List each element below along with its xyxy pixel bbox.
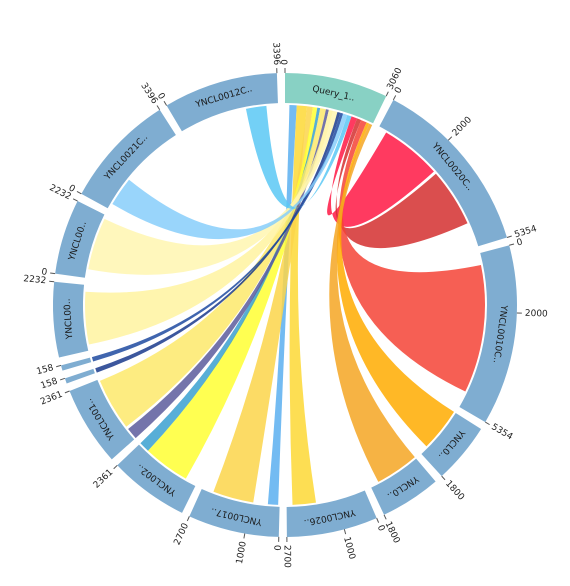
tick-mark <box>243 533 246 539</box>
tick-label: 2361 <box>92 468 115 491</box>
segment-arc <box>61 357 92 371</box>
ribbon <box>327 116 434 227</box>
segment-label: YNCL00.. <box>63 298 76 340</box>
tick-mark <box>113 464 118 470</box>
tick-label: 158 <box>36 363 55 377</box>
tick-mark <box>447 136 453 141</box>
tick-label: 1000 <box>341 536 357 561</box>
segment-arc <box>81 109 176 209</box>
tick-label: 3396 <box>270 42 281 66</box>
tick-label: 0 <box>41 267 48 278</box>
tick-label: 0 <box>155 91 167 101</box>
tick-mark <box>509 243 515 246</box>
tick-mark <box>506 235 512 238</box>
segment-arc <box>166 73 278 132</box>
tick-label: 0 <box>274 545 284 551</box>
tick-label: 2232 <box>23 274 47 286</box>
tick-mark <box>156 105 161 111</box>
ribbon <box>85 109 334 345</box>
segment-arc <box>371 458 436 515</box>
tick-mark <box>64 390 70 394</box>
tick-mark <box>485 421 490 426</box>
segment-arc <box>69 379 135 460</box>
ribbon <box>88 110 338 275</box>
tick-label: 2700 <box>281 545 291 568</box>
tick-label: 1000 <box>235 540 249 565</box>
tick-label: 0 <box>375 524 387 533</box>
segment-arc <box>379 99 507 247</box>
segment-arc <box>459 245 517 423</box>
tick-label: 5354 <box>489 422 514 442</box>
ribbon <box>147 106 318 479</box>
segment-arc <box>55 201 105 278</box>
tick-mark <box>383 514 387 520</box>
tick-label: 0 <box>281 59 291 65</box>
ribbon <box>338 120 486 392</box>
tick-mark <box>376 517 380 523</box>
segment-arc <box>189 489 280 537</box>
tick-mark <box>50 272 56 275</box>
tick-label: 2700 <box>173 522 192 547</box>
tick-mark <box>56 364 62 368</box>
tick-label: 158 <box>40 377 60 392</box>
tick-mark <box>59 377 66 381</box>
ribbon <box>335 118 468 249</box>
tick-mark <box>72 198 78 202</box>
ribbon <box>336 122 455 447</box>
tick-label: 1800 <box>382 520 401 545</box>
tick-label: 2361 <box>39 390 64 408</box>
tick-label: 0 <box>393 85 405 95</box>
tick-label: 2000 <box>525 309 549 320</box>
segment-arc <box>52 281 89 358</box>
tick-mark <box>441 475 446 481</box>
tick-label: 0 <box>67 183 77 195</box>
segment-arc <box>64 368 95 384</box>
ribbon <box>329 123 415 482</box>
ribbon <box>245 105 352 209</box>
tick-mark <box>385 91 389 97</box>
tick-label: 1800 <box>443 479 466 503</box>
segment-arc <box>117 444 196 513</box>
segment-arc <box>286 490 377 537</box>
tick-label: 3396 <box>138 81 159 106</box>
ribbon <box>99 108 326 427</box>
ribbons <box>85 105 486 505</box>
tick-mark <box>163 100 168 106</box>
segment-arc <box>285 73 387 124</box>
tick-mark <box>392 95 397 101</box>
tick-mark <box>343 529 347 535</box>
tick-label: 0 <box>516 237 524 248</box>
segment-arc <box>421 412 482 477</box>
tick-mark <box>76 191 82 195</box>
ribbon <box>213 106 313 503</box>
tick-mark <box>49 280 55 283</box>
tick-label: 2000 <box>451 115 474 139</box>
tick-mark <box>186 516 190 522</box>
